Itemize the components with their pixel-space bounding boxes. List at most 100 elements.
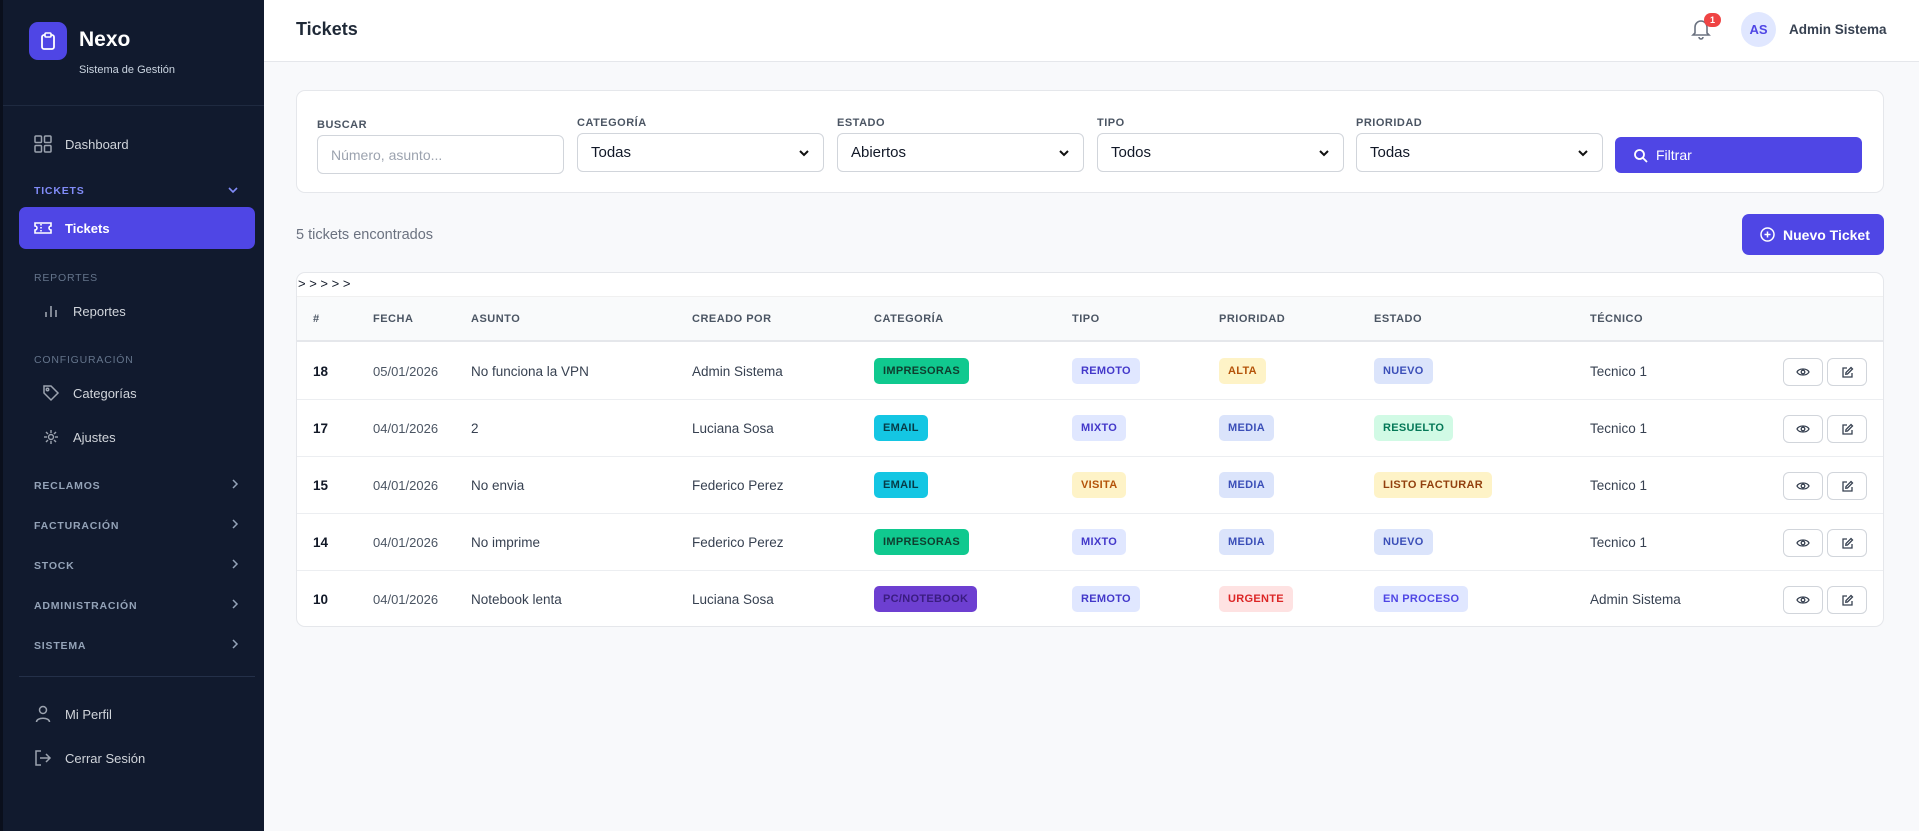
status-badge: NUEVO xyxy=(1374,358,1433,384)
table-row[interactable]: 10 04/01/2026 Notebook lenta Luciana Sosa PC… xyxy=(297,571,1883,626)
edit-button[interactable] xyxy=(1827,415,1867,443)
table-row[interactable]: 15 04/01/2026 No envia Federico Perez EMAIL V… xyxy=(297,457,1883,514)
section-tickets[interactable]: TICKETS xyxy=(34,185,239,197)
sidebar-item-categorias[interactable]: Categorías xyxy=(19,372,255,414)
section-reclamos[interactable]: RECLAMOS xyxy=(34,478,239,493)
sidebar-item-logout[interactable]: Cerrar Sesión xyxy=(19,737,255,779)
ticket-date: 05/01/2026 xyxy=(373,364,439,379)
column-header: # xyxy=(313,313,320,325)
view-button[interactable] xyxy=(1783,358,1823,386)
notifications-button[interactable]: 1 xyxy=(1690,13,1721,43)
ticket-technician: Tecnico 1 xyxy=(1590,535,1648,550)
tipo-group: TIPO Todos xyxy=(1097,117,1344,172)
tipo-select-value: Todos xyxy=(1111,144,1152,161)
ticket-creator: Luciana Sosa xyxy=(692,421,774,436)
new-ticket-button[interactable]: Nuevo Ticket xyxy=(1742,214,1884,255)
category-badge: IMPRESORAS xyxy=(874,358,969,384)
ticket-id: 18 xyxy=(313,364,329,379)
edit-icon xyxy=(1841,480,1854,493)
ticket-subject: 2 xyxy=(471,421,479,436)
plus-circle-icon xyxy=(1760,227,1775,242)
section-facturacion[interactable]: FACTURACIÓN xyxy=(34,518,239,533)
ticket-creator: Federico Perez xyxy=(692,478,784,493)
brand: Nexo Sistema de Gestión xyxy=(3,0,264,106)
estado-select[interactable]: Abiertos xyxy=(837,133,1084,172)
user-menu[interactable]: AS Admin Sistema xyxy=(1741,12,1887,47)
type-badge: REMOTO xyxy=(1072,586,1140,612)
view-button[interactable] xyxy=(1783,415,1823,443)
table-row[interactable]: 14 04/01/2026 No imprime Federico Perez IMPR… xyxy=(297,514,1883,571)
sidebar-item-label: Dashboard xyxy=(65,136,129,152)
section-label: RECLAMOS xyxy=(34,479,101,492)
topbar: Tickets 1 AS Admin Sistema xyxy=(264,0,1919,62)
section-sistema[interactable]: SISTEMA xyxy=(34,638,239,653)
section-administracion[interactable]: ADMINISTRACIÓN xyxy=(34,598,239,613)
priority-badge: MEDIA xyxy=(1219,472,1274,498)
brand-name: Nexo xyxy=(79,28,131,51)
notification-count-badge: 1 xyxy=(1704,13,1721,27)
prioridad-group: PRIORIDAD Todas xyxy=(1356,117,1603,172)
edit-button[interactable] xyxy=(1827,358,1867,386)
sidebar-item-label: Ajustes xyxy=(73,429,116,445)
sidebar-item-ajustes[interactable]: Ajustes xyxy=(19,416,255,458)
sidebar-item-label: Categorías xyxy=(73,385,137,401)
tickets-table: > > > > > # FECHA ASUNTO CREADO POR CATE… xyxy=(296,272,1884,627)
priority-badge: MEDIA xyxy=(1219,415,1274,441)
ticket-subject: No funciona la VPN xyxy=(471,364,589,379)
page-title: Tickets xyxy=(296,19,358,39)
priority-badge: URGENTE xyxy=(1219,586,1293,612)
section-stock[interactable]: STOCK xyxy=(34,558,239,573)
filter-panel: BUSCAR Número, asunto... CATEGORÍA Todas… xyxy=(296,90,1884,193)
view-button[interactable] xyxy=(1783,472,1823,500)
ticket-subject: No envia xyxy=(471,478,525,493)
ticket-technician: Tecnico 1 xyxy=(1590,478,1648,493)
filter-button[interactable]: Filtrar xyxy=(1615,137,1862,173)
edit-icon xyxy=(1841,594,1854,607)
section-label: SISTEMA xyxy=(34,639,87,652)
sidebar-item-perfil[interactable]: Mi Perfil xyxy=(19,693,255,735)
ticket-creator: Federico Perez xyxy=(692,535,784,550)
estado-label: ESTADO xyxy=(837,117,886,129)
view-button[interactable] xyxy=(1783,529,1823,557)
chevron-right-icon xyxy=(231,558,239,573)
edit-button[interactable] xyxy=(1827,529,1867,557)
ticket-id: 15 xyxy=(313,478,329,493)
view-button[interactable] xyxy=(1783,586,1823,614)
status-badge: LISTO FACTURAR xyxy=(1374,472,1492,498)
categoria-select[interactable]: Todas xyxy=(577,133,824,172)
sidebar-item-tickets[interactable]: Tickets xyxy=(19,207,255,249)
table-row[interactable]: 17 04/01/2026 2 Luciana Sosa EMAIL MIXTO MEDIA… xyxy=(297,400,1883,457)
sidebar-item-reportes[interactable]: Reportes xyxy=(19,290,255,332)
column-header: PRIORIDAD xyxy=(1219,313,1286,325)
priority-badge: MEDIA xyxy=(1219,529,1274,555)
clipboard-icon xyxy=(29,22,67,60)
ticket-date: 04/01/2026 xyxy=(373,535,439,550)
section-label: REPORTES xyxy=(34,272,98,284)
results-count: 5 tickets encontrados xyxy=(296,227,434,243)
chevron-down-icon xyxy=(227,185,239,197)
eye-icon xyxy=(1796,481,1810,491)
categoria-label: CATEGORÍA xyxy=(577,117,647,129)
sidebar-item-dashboard[interactable]: Dashboard xyxy=(19,123,255,165)
tipo-select[interactable]: Todos xyxy=(1097,133,1344,172)
chevron-down-icon xyxy=(798,144,810,161)
edit-button[interactable] xyxy=(1827,586,1867,614)
table-row[interactable]: 18 05/01/2026 No funciona la VPN Admin Sist… xyxy=(297,343,1883,400)
column-header: ASUNTO xyxy=(471,313,521,325)
prioridad-select[interactable]: Todas xyxy=(1356,133,1603,172)
column-header: TIPO xyxy=(1072,313,1100,325)
search-input[interactable]: Número, asunto... xyxy=(317,135,564,174)
estado-group: ESTADO Abiertos xyxy=(837,117,1084,172)
chevron-down-icon xyxy=(1318,144,1330,161)
section-reportes: REPORTES xyxy=(34,272,239,284)
edit-icon xyxy=(1841,423,1854,436)
column-header: FECHA xyxy=(373,313,414,325)
section-label: TICKETS xyxy=(34,185,85,197)
table-header: # FECHA ASUNTO CREADO POR CATEGORÍA TIPO… xyxy=(297,296,1883,342)
edit-button[interactable] xyxy=(1827,472,1867,500)
categoria-select-value: Todas xyxy=(591,144,632,161)
chevron-down-icon xyxy=(1058,144,1070,161)
column-header: CATEGORÍA xyxy=(874,313,944,325)
chevron-right-icon xyxy=(231,478,239,493)
ticket-subject: No imprime xyxy=(471,535,541,550)
